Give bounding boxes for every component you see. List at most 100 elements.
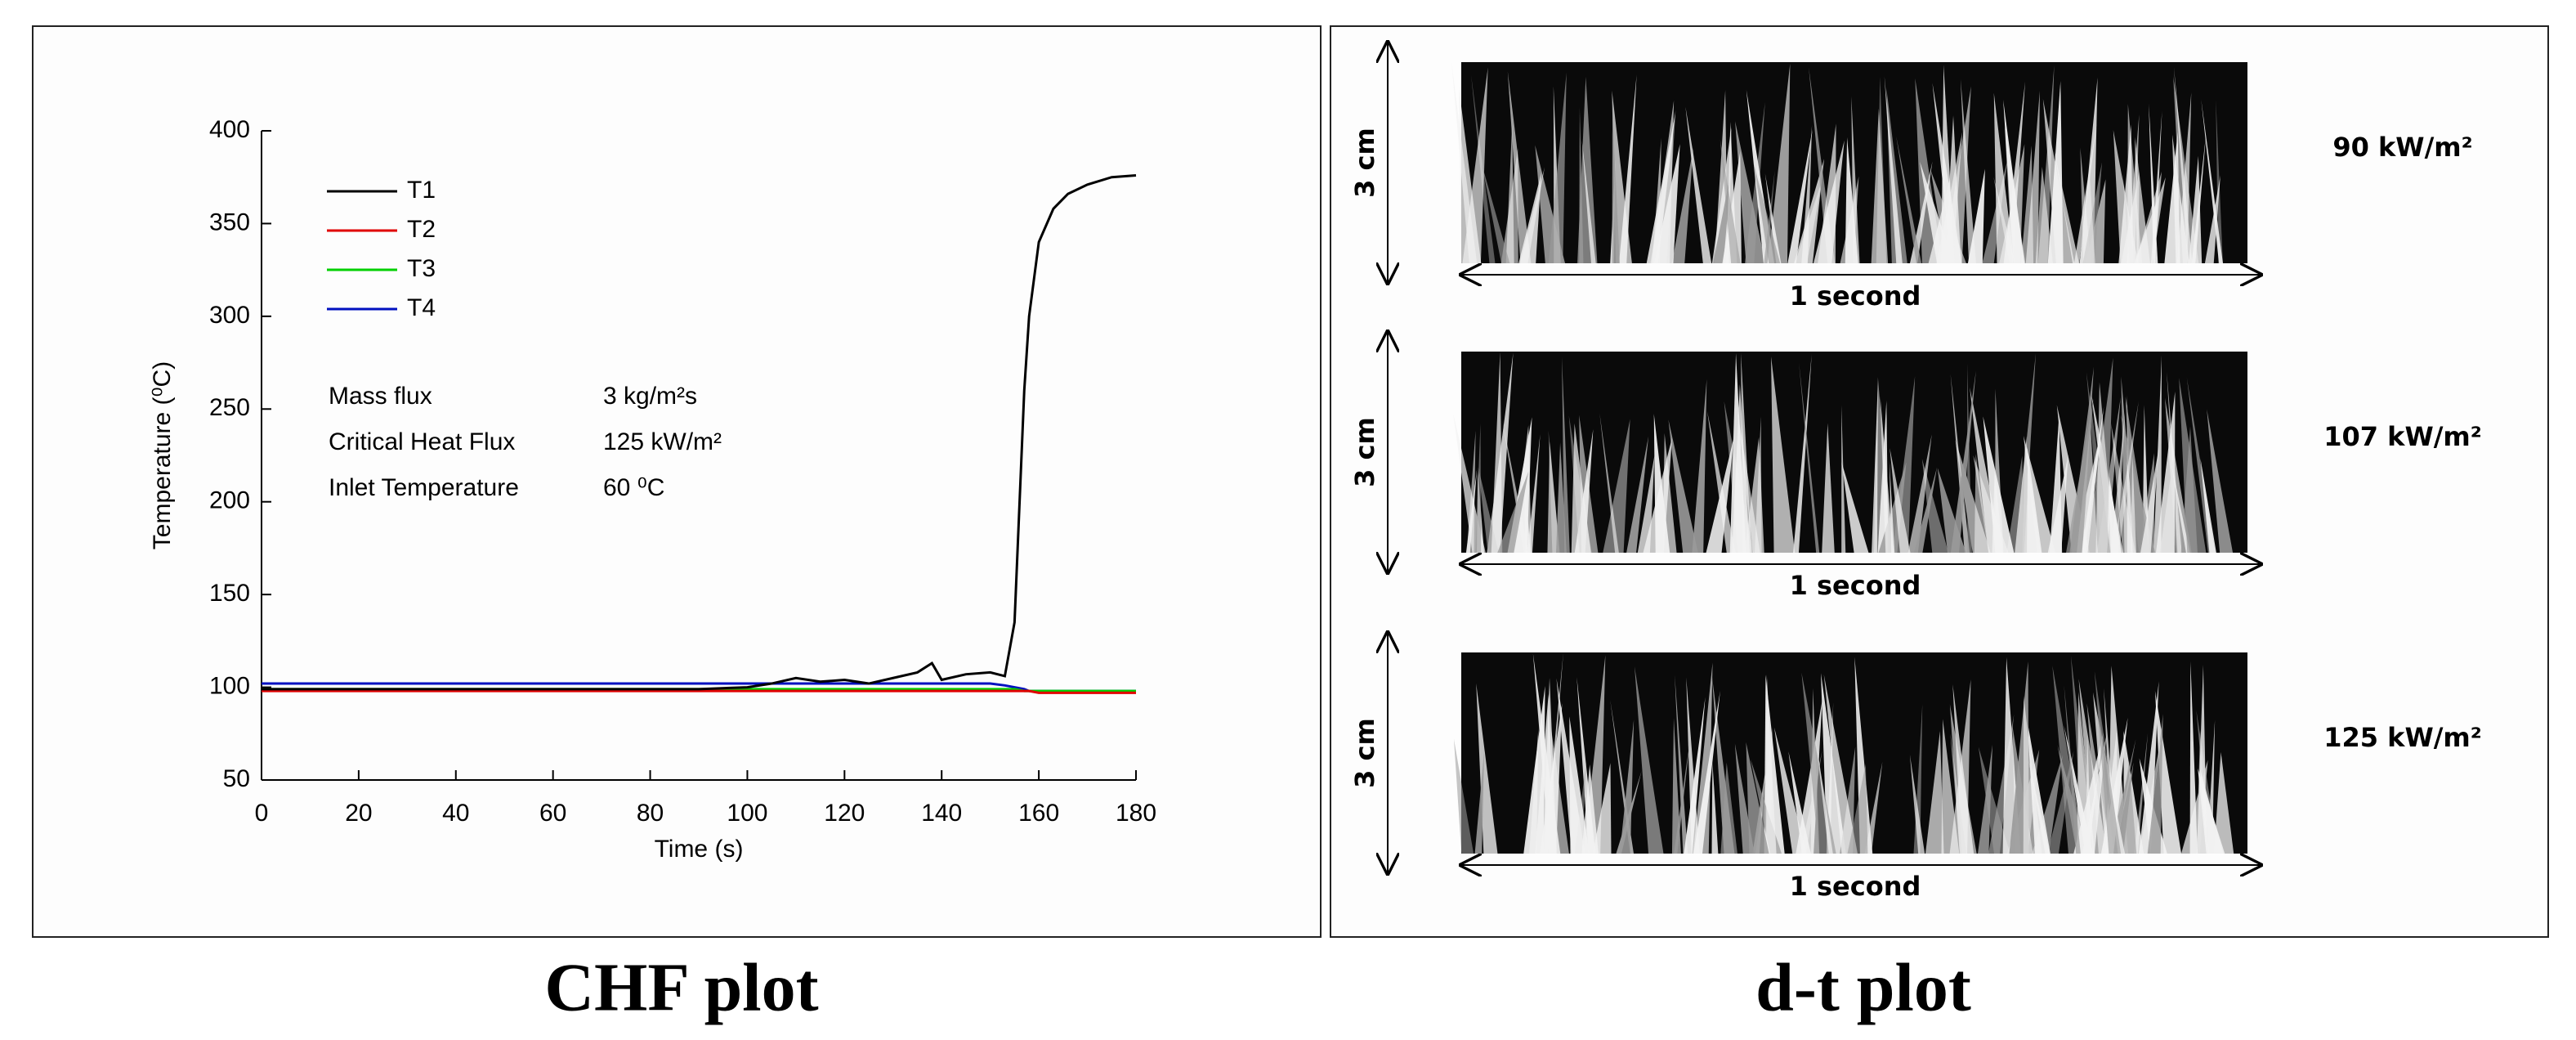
- dt-streak: [1941, 719, 1960, 854]
- dt-streak: [1973, 455, 2009, 553]
- dt-streak: [1637, 455, 1655, 553]
- annotation: 125 kW/m²: [603, 428, 722, 455]
- dt-streak: [2047, 81, 2064, 263]
- dt-streak: [1674, 737, 1691, 854]
- dt-streak: [2154, 690, 2182, 854]
- annotation: Mass flux: [329, 383, 432, 410]
- dt-streak: [2138, 681, 2159, 854]
- y-tick-label: 50: [223, 765, 250, 792]
- dt-streak: [1686, 677, 1700, 854]
- dt-streak: [2023, 696, 2042, 854]
- dt-streak: [1646, 113, 1675, 263]
- dt-streak: [1886, 88, 1907, 263]
- dt-streak: [1955, 440, 1991, 553]
- dt-streak: [1583, 655, 1606, 854]
- dt-streak: [1453, 413, 1486, 553]
- dt-streak: [2189, 661, 2198, 854]
- dt-streak: [2150, 111, 2162, 263]
- dt-streak: [1949, 704, 1977, 854]
- dt-streak: [1941, 65, 1955, 264]
- dt-streak: [2127, 114, 2140, 263]
- dt-streak: [1518, 173, 1541, 263]
- dt-streak: [2094, 670, 2122, 854]
- dt-streak: [1654, 144, 1680, 263]
- x-tick-label: 100: [727, 800, 767, 827]
- dt-streak: [1764, 170, 1775, 263]
- dt-streak: [1453, 738, 1474, 854]
- dt-streak: [1579, 107, 1584, 263]
- dt-streak: [1925, 731, 1944, 854]
- time-label: 1 second: [1790, 871, 1921, 902]
- caption: CHF plot: [544, 949, 818, 1025]
- x-tick-label: 180: [1116, 800, 1156, 827]
- x-tick-label: 20: [345, 800, 372, 827]
- dt-streak: [1475, 423, 1482, 553]
- dt-streak: [1799, 362, 1820, 553]
- dt-streak: [1507, 71, 1532, 264]
- dt-streak: [2064, 684, 2081, 854]
- dt-streak: [1675, 675, 1688, 854]
- dt-streak: [2173, 76, 2199, 263]
- dt-streak: [1692, 379, 1707, 553]
- dt-streak: [1983, 416, 2015, 553]
- dt-streak: [1603, 419, 1630, 553]
- flux-label: 125 kW/m²: [2323, 722, 2482, 753]
- dt-streak: [1569, 716, 1590, 854]
- dt-streak: [1847, 764, 1868, 854]
- dt-streak: [1459, 87, 1482, 263]
- dt-streak: [1474, 751, 1485, 854]
- dt-streak: [1950, 374, 1970, 553]
- dt-streak: [1481, 164, 1510, 263]
- dt-streak: [1706, 410, 1736, 553]
- legend-label: T1: [407, 177, 436, 204]
- dt-streak: [1845, 137, 1858, 263]
- dt-streak: [1626, 436, 1649, 553]
- dt-streak: [2201, 99, 2224, 263]
- dt-streak: [1465, 468, 1478, 553]
- dt-streak: [1519, 167, 1545, 263]
- annotation: 60 ⁰C: [603, 474, 664, 501]
- dt-streak: [2179, 378, 2207, 553]
- dt-streak: [1529, 728, 1539, 854]
- y-tick-label: 150: [209, 580, 250, 607]
- dt-streak: [1937, 468, 1966, 553]
- dt-streak: [2204, 175, 2220, 263]
- dt-streak: [1936, 132, 1963, 263]
- dt-streak: [1693, 662, 1713, 854]
- dt-streak: [2052, 666, 2086, 854]
- y-tick-label: 100: [209, 672, 250, 699]
- x-tick-label: 80: [637, 800, 664, 827]
- height-label: 3 cm: [1349, 128, 1380, 198]
- dt-streak: [1476, 683, 1498, 854]
- dt-streak: [1744, 102, 1765, 263]
- dt-streak: [1864, 761, 1883, 854]
- dt-streak: [2027, 720, 2051, 854]
- dt-streak: [2023, 435, 2055, 553]
- dt-streak: [1502, 421, 1529, 553]
- dt-streak: [1841, 462, 1869, 553]
- dt-streak: [2134, 733, 2149, 854]
- dt-streak: [1722, 150, 1742, 263]
- dt-streak: [2171, 134, 2189, 263]
- dt-streak: [1497, 471, 1529, 553]
- dt-streak: [2095, 382, 2115, 553]
- flux-label: 90 kW/m²: [2332, 132, 2472, 163]
- plot: 50 100 150 200 250 300 350 400 0 20 40 60 80 100 120 14…: [149, 116, 1156, 863]
- dt-streak: [1952, 684, 1974, 854]
- dt-streak: [2028, 760, 2051, 854]
- dt-streak: [1500, 148, 1518, 263]
- dt-streak: [1801, 125, 1813, 263]
- dt-streak: [1815, 736, 1833, 854]
- dt-streak: [2064, 725, 2094, 854]
- dt-streak: [1471, 74, 1496, 263]
- dt-streak: [1890, 448, 1911, 553]
- dt-streak: [1671, 718, 1681, 854]
- x-axis-label: Time (s): [655, 836, 744, 863]
- dt-streak: [1535, 693, 1555, 854]
- dt-streak: [2156, 391, 2176, 553]
- time-label: 1 second: [1790, 570, 1921, 601]
- dt-streak: [2200, 458, 2216, 553]
- dt-streak: [1880, 396, 1894, 553]
- dt-streak: [2037, 65, 2055, 263]
- dt-streak: [1574, 762, 1586, 854]
